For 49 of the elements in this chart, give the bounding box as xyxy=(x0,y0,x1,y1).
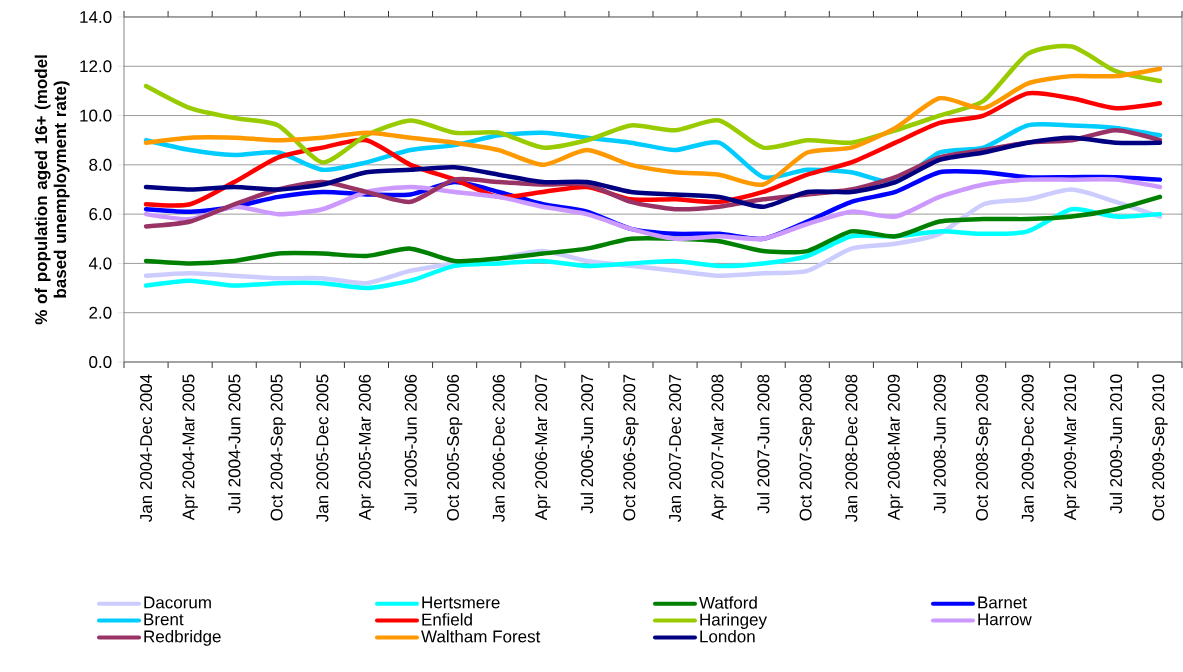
y-tick-label: 4.0 xyxy=(88,257,112,270)
line-series xyxy=(143,66,1163,188)
x-tick-label: Jan 2005-Dec 2005 xyxy=(316,374,329,522)
x-tick-label: Apr 2006-Mar 2007 xyxy=(535,374,551,521)
x-tick-label: Oct 2008-Sep 2009 xyxy=(975,374,992,521)
legend-label: Dacorum xyxy=(144,596,211,609)
legend-label: Enfield xyxy=(422,613,472,626)
x-tick-label: Apr 2009-Mar 2010 xyxy=(1064,374,1080,521)
legend-label: Barnet xyxy=(978,596,1027,609)
legend-label: Brent xyxy=(144,613,184,626)
y-axis-title: % of population aged 16+ (model based unemployment rate) xyxy=(34,55,70,325)
y-tick-label: 2.0 xyxy=(89,306,112,319)
x-tick-label: Jul 2006-Jun 2007 xyxy=(580,374,594,514)
x-tick-label: Jul 2009-Jun 2010 xyxy=(1109,374,1123,514)
legend-label: Haringey xyxy=(700,613,767,629)
x-tick-label: Apr 2004-Mar 2005 xyxy=(182,374,198,521)
x-tick-label: Jan 2006-Dec 2006 xyxy=(492,374,505,522)
x-tick-label: Jul 2005-Jun 2006 xyxy=(404,374,417,514)
x-tick-label: Oct 2004-Sep 2005 xyxy=(270,374,286,521)
legend-label: Redbridge xyxy=(144,630,221,646)
y-tick-label: 12.0 xyxy=(80,60,112,73)
x-tick-label: Jul 2004-Jun 2005 xyxy=(227,374,241,514)
line-series xyxy=(143,194,1163,266)
y-tick-label: 14.0 xyxy=(80,10,112,24)
x-tick-label: Jul 2007-Jun 2008 xyxy=(756,374,770,514)
x-tick-label: Jan 2008-Dec 2008 xyxy=(845,374,858,522)
y-tick-label: 6.0 xyxy=(89,208,112,221)
legend-label: Waltham Forest xyxy=(421,630,541,643)
line-series xyxy=(143,135,1163,209)
x-tick-label: Oct 2009-Sep 2010 xyxy=(1152,374,1168,521)
x-tick-label: Oct 2007-Sep 2008 xyxy=(799,374,815,521)
x-tick-label: Apr 2007-Mar 2008 xyxy=(711,374,727,521)
x-tick-label: Jan 2004-Dec 2004 xyxy=(140,374,153,522)
y-tick-label: 0.0 xyxy=(89,355,112,369)
x-tick-label: Oct 2005-Sep 2006 xyxy=(446,374,463,521)
x-tick-label: Apr 2005-Mar 2006 xyxy=(358,374,375,521)
x-tick-label: Jul 2008-Jun 2009 xyxy=(933,374,946,514)
y-tick-label: 8.0 xyxy=(89,158,112,171)
line-series xyxy=(143,43,1163,165)
legend-label: Hertsmere xyxy=(422,596,500,609)
legend-label: Harrow xyxy=(978,613,1032,626)
legend-label: Watford xyxy=(699,596,757,609)
line-series xyxy=(143,206,1163,291)
legend-label: London xyxy=(700,630,755,643)
x-tick-label: Jan 2009-Dec 2009 xyxy=(1021,374,1034,522)
x-tick-label: Jan 2007-Dec 2007 xyxy=(669,374,682,522)
y-tick-label: 10.0 xyxy=(80,109,112,122)
x-tick-label: Oct 2006-Sep 2007 xyxy=(623,374,639,521)
x-tick-label: Apr 2008-Mar 2009 xyxy=(887,374,904,521)
